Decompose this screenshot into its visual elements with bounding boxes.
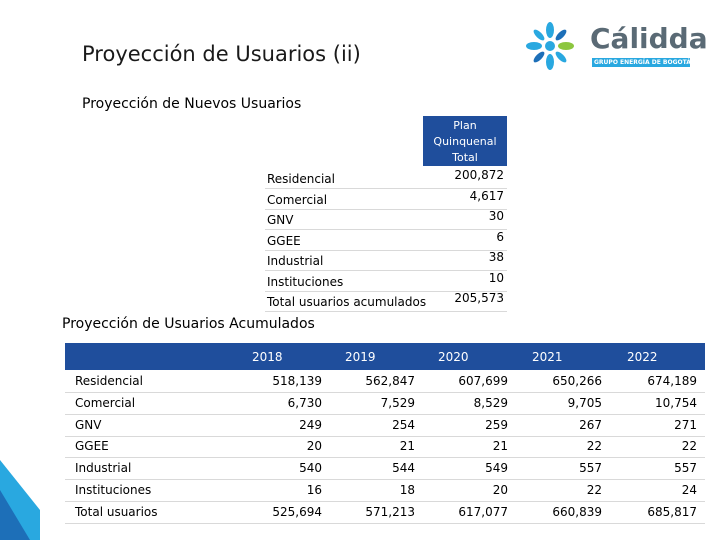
row-value: 200,872 [454, 168, 504, 182]
cell-value: 254 [392, 417, 415, 432]
row-label: GNV [75, 417, 102, 432]
row-value: 205,573 [454, 291, 504, 305]
row-label: Comercial [75, 395, 136, 410]
cell-value: 22 [681, 439, 697, 454]
column-header: 2019 [345, 350, 376, 364]
row-label: Total usuarios [75, 504, 158, 519]
cell-value: 20 [492, 483, 508, 497]
cell-value: 557 [579, 461, 602, 476]
row-separator [65, 413, 705, 415]
slide-title: Proyección de Usuarios (ii) [82, 42, 361, 66]
row-value: 10 [488, 270, 504, 285]
cell-value: 571,213 [365, 504, 415, 519]
column-header: 2018 [252, 350, 283, 364]
cell-value: 6,730 [287, 395, 322, 410]
cell-value: 540 [299, 461, 322, 476]
row-label: Industrial [75, 461, 132, 476]
cell-value: 259 [485, 417, 508, 432]
row-separator [265, 188, 507, 189]
cell-value: 267 [579, 417, 602, 432]
cell-value: 16 [306, 483, 322, 497]
row-label: Instituciones [267, 274, 344, 289]
cell-value: 18 [399, 483, 415, 497]
cell-value: 549 [485, 461, 508, 476]
cell-value: 9,705 [567, 395, 602, 410]
row-label: GGEE [267, 233, 301, 248]
row-label: Total usuarios acumulados [267, 295, 427, 309]
decoration [0, 460, 40, 540]
header-row [65, 343, 705, 370]
cell-value: 7,529 [380, 395, 415, 410]
cell-value: 607,699 [458, 374, 508, 388]
cell-value: 10,754 [655, 395, 697, 410]
logo-text: Cálidda [590, 22, 708, 55]
row-separator [265, 249, 507, 251]
row-separator [65, 457, 705, 459]
cell-value: 21 [399, 439, 415, 454]
row-separator [65, 522, 705, 524]
row-value: 38 [488, 250, 504, 264]
row-label: Instituciones [75, 483, 152, 497]
cell-value: 8,529 [473, 395, 508, 410]
cell-value: 22 [586, 439, 602, 454]
column-header: 2020 [438, 350, 469, 364]
row-label: Industrial [267, 254, 324, 268]
cell-value: 650,266 [552, 374, 602, 388]
section-title: Proyección de Usuarios Acumulados [62, 316, 315, 332]
column-header: 2022 [627, 350, 658, 364]
header-label: Plan Quinquenal Total [433, 119, 497, 164]
cell-value: 525,694 [272, 504, 322, 519]
column-header: 2021 [532, 350, 563, 364]
cell-value: 660,839 [552, 504, 602, 519]
row-value: 4,617 [469, 188, 504, 203]
cell-value: 518,139 [272, 374, 322, 388]
row-separator [265, 208, 507, 210]
row-label: Comercial [267, 192, 328, 207]
cell-value: 685,817 [647, 504, 697, 519]
cell-value: 562,847 [365, 374, 415, 388]
cell-value: 22 [586, 483, 602, 497]
section-title: Proyección de Nuevos Usuarios [82, 96, 302, 112]
row-separator [265, 270, 507, 271]
header-cell [423, 116, 507, 166]
cell-value: 674,189 [647, 374, 697, 388]
row-separator [265, 290, 507, 292]
cell-value: 271 [674, 417, 697, 432]
cell-value: 20 [306, 439, 322, 454]
cell-value: 544 [392, 461, 415, 476]
row-label: Residencial [267, 172, 335, 186]
row-separator [265, 229, 507, 230]
row-label: GGEE [75, 439, 109, 454]
row-value: 6 [496, 229, 504, 244]
cell-value: 557 [674, 461, 697, 476]
row-separator [265, 311, 507, 312]
logo-icon [526, 22, 574, 70]
logo-subtitle: GRUPO ENERGÍA DE BOGOTÁ [594, 59, 691, 66]
cell-value: 617,077 [458, 504, 508, 519]
row-separator [65, 392, 705, 393]
cell-value: 249 [299, 417, 322, 432]
row-separator [65, 479, 705, 481]
row-separator [65, 501, 705, 502]
row-label: GNV [267, 213, 294, 227]
row-value: 30 [488, 209, 504, 223]
cell-value: 24 [681, 483, 697, 497]
row-label: Residencial [75, 374, 143, 388]
logo-band [592, 58, 690, 67]
row-separator [65, 435, 705, 437]
cell-value: 21 [492, 439, 508, 454]
